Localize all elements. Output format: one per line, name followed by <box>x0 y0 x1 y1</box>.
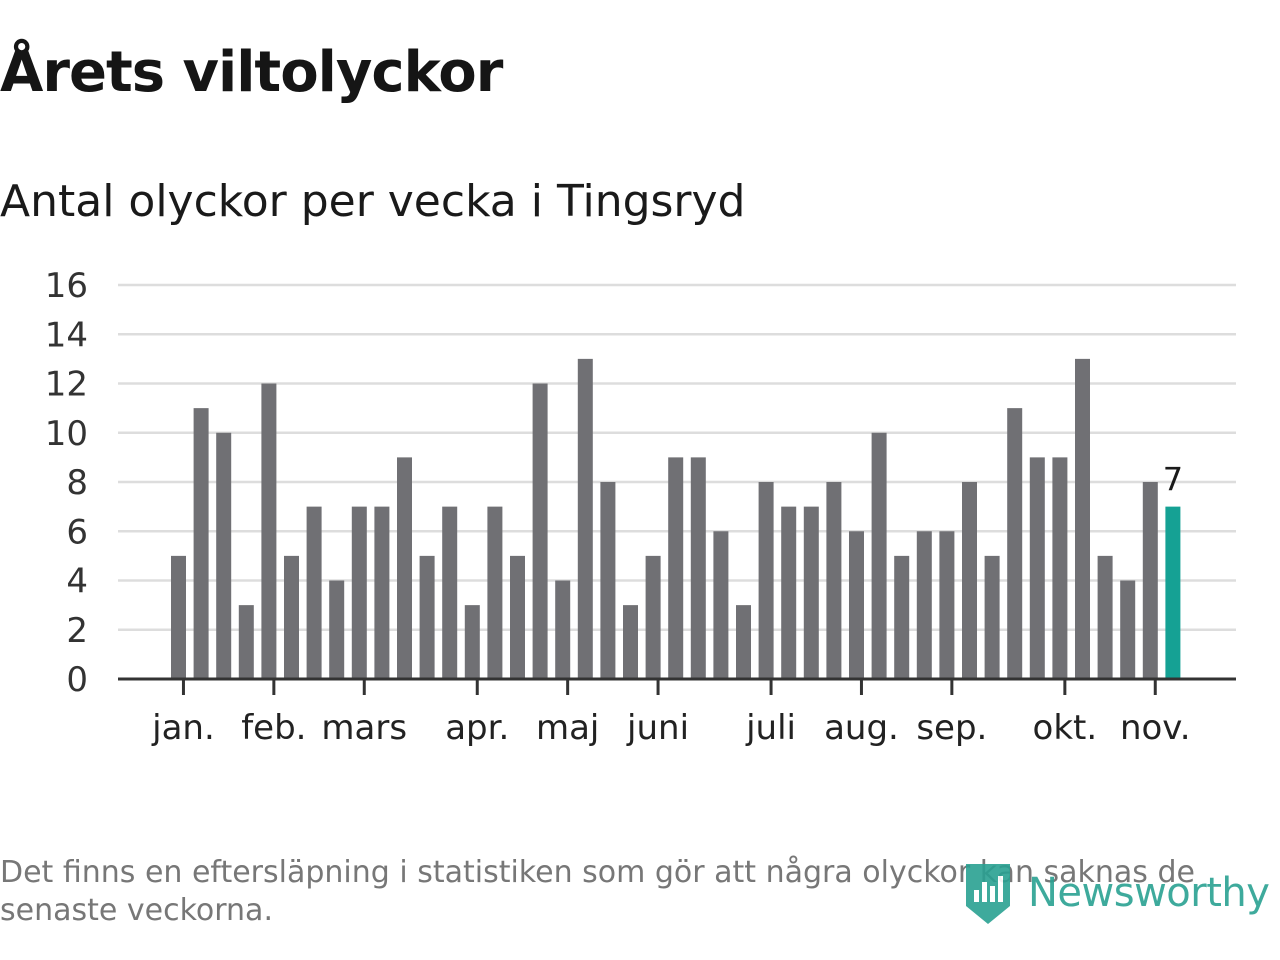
bar <box>442 506 458 679</box>
x-tick-label: juli <box>745 708 796 748</box>
bar <box>645 555 661 679</box>
bar <box>1075 358 1090 679</box>
bar <box>487 506 503 679</box>
bar <box>577 358 593 679</box>
y-axis-ticks: 0 2 4 6 8 10 12 14 16 <box>45 266 88 700</box>
bar <box>962 482 977 679</box>
x-tick-label: okt. <box>1033 708 1098 748</box>
bar <box>193 408 209 679</box>
y-tick-label: 2 <box>66 611 88 651</box>
bar <box>803 506 819 679</box>
x-tick-label: juni <box>626 708 689 748</box>
x-tick-label: feb. <box>241 708 306 748</box>
bars <box>171 358 1181 679</box>
bar <box>984 555 1000 679</box>
bar <box>758 482 774 679</box>
bar <box>826 482 842 679</box>
y-tick-label: 14 <box>45 315 88 355</box>
bar <box>871 432 887 679</box>
bar <box>781 506 797 679</box>
bar-chart: 0 2 4 6 8 10 12 14 16 jan. feb. mars apr. maj juni jul… <box>45 266 1236 748</box>
bar <box>464 605 480 679</box>
bar <box>284 555 299 679</box>
chart-title: Årets viltolyckor <box>0 40 503 105</box>
y-tick-label: 0 <box>66 660 88 700</box>
bar <box>1052 457 1068 679</box>
y-tick-label: 12 <box>45 365 88 405</box>
bar <box>1029 457 1045 679</box>
y-tick-label: 6 <box>66 512 88 552</box>
bar <box>1120 580 1136 679</box>
bar <box>351 506 367 679</box>
bar <box>600 482 616 679</box>
x-tick-label: jan. <box>151 708 215 748</box>
bar <box>939 531 955 679</box>
y-tick-label: 8 <box>66 463 88 503</box>
bar <box>894 555 910 679</box>
newsworthy-logo-icon <box>966 864 1010 924</box>
bar <box>1142 482 1158 679</box>
newsworthy-logo: Newsworthy <box>962 860 1270 926</box>
x-tick-label: apr. <box>445 708 509 748</box>
bar <box>532 383 548 679</box>
bar <box>713 531 729 679</box>
y-tick-label: 16 <box>45 266 88 306</box>
highlight-value-label: 7 <box>1163 461 1183 499</box>
x-tick-label: aug. <box>824 708 899 748</box>
bar <box>397 457 412 679</box>
newsworthy-brand: Newsworthy <box>1028 870 1270 916</box>
chart-subtitle: Antal olyckor per vecka i Tingsryd <box>0 176 746 227</box>
bar <box>419 555 435 679</box>
bar <box>555 580 571 679</box>
bar <box>916 531 932 679</box>
bar <box>329 580 345 679</box>
x-tick-label: maj <box>536 708 599 748</box>
bar <box>216 432 232 679</box>
y-tick-label: 10 <box>45 414 88 454</box>
y-tick-label: 4 <box>66 562 88 602</box>
x-tick-label: nov. <box>1120 708 1191 748</box>
bar <box>668 457 684 679</box>
x-axis-ticks: jan. feb. mars apr. maj juni juli aug. sep. okt. n… <box>151 679 1191 748</box>
bar <box>306 506 322 679</box>
bar <box>374 506 390 679</box>
bar <box>1165 506 1181 679</box>
bar <box>623 605 638 679</box>
bar <box>171 555 186 679</box>
x-tick-label: mars <box>321 708 407 748</box>
bar <box>849 531 864 679</box>
bar <box>736 605 751 679</box>
bar <box>510 555 525 679</box>
bar <box>1097 555 1113 679</box>
bar <box>690 457 706 679</box>
bar <box>1007 408 1023 679</box>
bar <box>238 605 254 679</box>
x-tick-label: sep. <box>916 708 987 748</box>
bar <box>261 383 277 679</box>
